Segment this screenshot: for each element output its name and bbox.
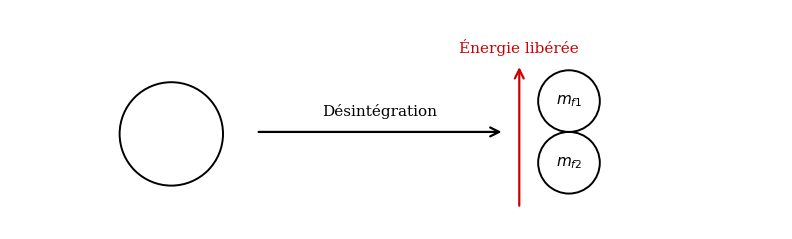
Text: Énergie libérée: Énergie libérée — [459, 39, 579, 56]
Text: $m_{f1}$: $m_{f1}$ — [556, 93, 582, 109]
Text: $m_{f2}$: $m_{f2}$ — [556, 155, 582, 171]
Text: Désintégration: Désintégration — [322, 104, 438, 119]
